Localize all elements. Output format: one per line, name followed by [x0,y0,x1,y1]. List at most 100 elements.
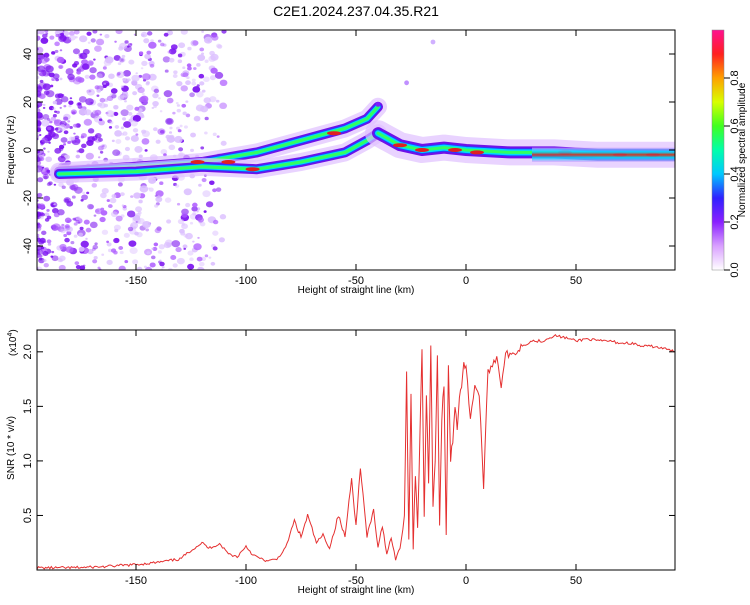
noise-speckle [114,40,117,43]
noise-speckle [72,48,80,55]
colorbar-label: Normalized spectral amplitude [737,82,748,217]
feature-hotspot [190,160,205,164]
spectrogram-ytick-label: -20 [22,190,34,206]
noise-speckle [132,91,138,96]
noise-speckle [135,206,143,213]
noise-speckle [46,169,51,173]
spectrogram-xtick-label: -100 [235,275,257,287]
noise-cloud [37,30,228,270]
noise-speckle [86,31,92,36]
noise-speckle [132,128,139,133]
noise-speckle [73,30,80,35]
noise-speckle [99,102,107,109]
noise-speckle [122,77,126,82]
noise-speckle [185,100,189,103]
noise-speckle [131,79,138,86]
noise-speckle [190,132,196,138]
noise-speckle [166,30,174,36]
noise-speckle [76,70,81,75]
noise-speckle [159,261,165,267]
noise-speckle [159,110,163,113]
feature-hotspot [245,167,260,172]
noise-speckle [132,217,141,225]
isolated-dot [404,80,409,86]
noise-speckle [94,85,100,90]
noise-speckle [53,203,56,206]
noise-speckle [190,148,194,153]
snr-xtick-label: 50 [570,575,582,587]
noise-speckle [63,130,69,135]
noise-speckle [123,121,132,128]
noise-speckle [52,107,56,111]
noise-speckle [81,63,90,70]
noise-speckle [97,156,101,159]
noise-speckle [117,182,123,187]
noise-speckle [157,39,162,43]
noise-speckle [40,212,45,217]
noise-speckle [124,40,129,44]
spectrogram-xlabel: Height of straight line (km) [298,285,415,296]
noise-speckle [59,49,63,52]
noise-speckle [88,90,92,93]
spectrogram-ticks: -150 -100 -50 0 50 -40 -20 0 20 40 [22,30,675,287]
noise-speckle [113,55,121,61]
spectrogram-xtick-label: 0 [463,275,469,287]
noise-speckle [42,70,51,77]
noise-speckle [152,127,158,132]
noise-speckle [173,70,178,75]
snr-ylabel: SNR (10 * v/v) [6,416,17,480]
noise-speckle [210,67,218,74]
noise-speckle [52,73,60,80]
noise-speckle [37,112,43,119]
snr-frame [36,329,676,571]
noise-speckle [209,50,215,56]
noise-speckle [99,150,104,154]
noise-speckle [39,215,44,220]
spectrogram-ytick-label: 40 [22,48,34,60]
noise-speckle [68,31,75,36]
noise-speckle [191,81,197,86]
noise-speckle [37,86,42,90]
noise-speckle [111,139,115,143]
noise-speckle [187,250,194,256]
noise-speckle [209,75,216,81]
feature-hotspot [470,150,484,155]
noise-speckle [146,81,150,85]
noise-speckle [215,99,220,103]
noise-speckle [140,67,144,70]
noise-speckle [172,111,176,115]
noise-speckle [61,223,65,227]
noise-speckle [46,239,52,244]
noise-speckle [74,186,83,194]
noise-speckle [56,110,60,114]
noise-speckle [58,124,67,131]
noise-speckle [89,74,96,80]
noise-speckle [118,57,126,63]
noise-speckle [49,120,53,124]
noise-speckle [89,221,98,229]
noise-speckle [120,126,125,130]
colorbar-tick-label: 0.4 [729,166,741,181]
noise-speckle [85,237,88,240]
noise-speckle [178,147,184,152]
noise-speckle [120,192,125,197]
noise-speckle [197,54,206,62]
snr-xlabel: Height of straight line (km) [298,585,415,596]
noise-speckle [150,39,154,43]
noise-speckle [94,209,100,213]
noise-speckle [146,50,152,55]
noise-speckle [87,128,95,134]
noise-speckle [128,59,135,65]
noise-speckle [212,230,219,236]
noise-speckle [124,146,130,152]
noise-speckle [134,231,139,236]
spectral-features [50,39,675,183]
noise-speckle [121,204,125,207]
noise-speckle [113,111,119,116]
noise-speckle [150,255,156,260]
noise-speckle [211,34,219,41]
noise-speckle [115,30,123,35]
noise-speckle [148,41,157,49]
noise-speckle [37,65,46,73]
